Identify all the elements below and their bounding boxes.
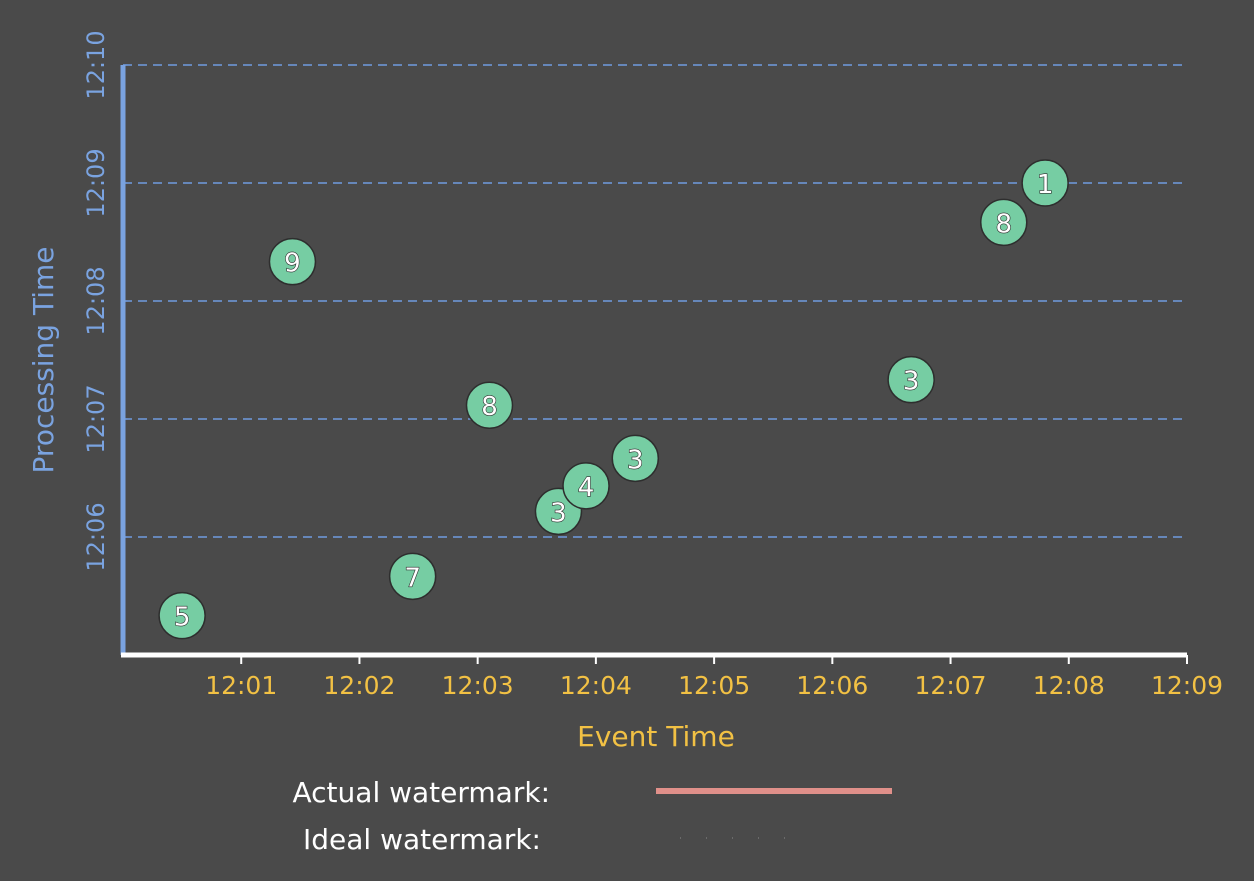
x-tick-label-6: 12:07	[915, 671, 987, 700]
x-tick-label-1: 12:02	[323, 671, 395, 700]
data-point-marker	[887, 355, 935, 404]
legend-ideal-watermark-label: Ideal watermark:	[303, 823, 541, 856]
data-point-label: 5	[174, 603, 191, 633]
x-tick-label-8: 12:09	[1151, 671, 1223, 700]
x-tick-label-0: 12:01	[205, 671, 277, 700]
data-point-label: 7	[404, 563, 421, 593]
data-point-label: 8	[481, 392, 498, 422]
data-point-6: 3	[611, 434, 660, 483]
data-point-marker	[1021, 159, 1069, 207]
x-tick-label-4: 12:05	[678, 671, 750, 700]
data-point-marker	[388, 552, 437, 601]
data-point-label: 4	[578, 473, 595, 503]
x-tick-label-2: 12:03	[442, 671, 514, 700]
data-point-9: 1	[1021, 159, 1069, 207]
y-tick-label-2: 12:08	[82, 266, 110, 335]
data-point-label: 3	[627, 445, 644, 475]
grid-lines	[123, 64, 1187, 538]
x-tick-label-5: 12:06	[796, 671, 868, 700]
y-tick-label-3: 12:09	[82, 148, 110, 217]
y-tick-label-1: 12:07	[82, 384, 110, 453]
data-point-7: 3	[887, 355, 935, 404]
axes	[120, 65, 1187, 658]
legend: Actual watermark: Ideal watermark:	[293, 776, 892, 856]
y-tick-label-4: 12:10	[82, 30, 110, 99]
y-tick-label-0: 12:06	[82, 502, 110, 571]
x-axis-ticks: 12:01 12:02 12:03 12:04 12:05 12:06 12:07 12:08…	[205, 655, 1223, 700]
y-axis-ticks: 12:06 12:07 12:08 12:09 12:10	[82, 30, 110, 571]
data-point-marker	[562, 462, 610, 510]
data-point-label: 3	[550, 498, 567, 528]
data-point-marker	[158, 591, 206, 640]
data-point-2: 7	[388, 552, 437, 601]
data-point-3: 8	[465, 381, 514, 429]
data-point-marker	[465, 381, 514, 429]
x-axis-title: Event Time	[577, 720, 735, 753]
legend-actual-watermark-label: Actual watermark:	[293, 776, 551, 809]
data-point-marker	[980, 198, 1028, 247]
data-point-0: 5	[158, 591, 206, 640]
y-axis-title: Processing Time	[27, 247, 60, 474]
x-tick-label-7: 12:08	[1033, 671, 1105, 700]
data-point-label: 8	[995, 209, 1012, 239]
data-point-label: 3	[903, 367, 920, 397]
data-point-5: 4	[562, 462, 610, 510]
data-point-8: 8	[980, 198, 1028, 247]
x-tick-label-3: 12:04	[560, 671, 632, 700]
data-point-label: 1	[1037, 170, 1054, 200]
data-point-marker	[611, 434, 660, 483]
data-point-1: 9	[268, 237, 317, 286]
data-point-marker	[268, 237, 317, 286]
data-point-label: 9	[284, 249, 301, 279]
